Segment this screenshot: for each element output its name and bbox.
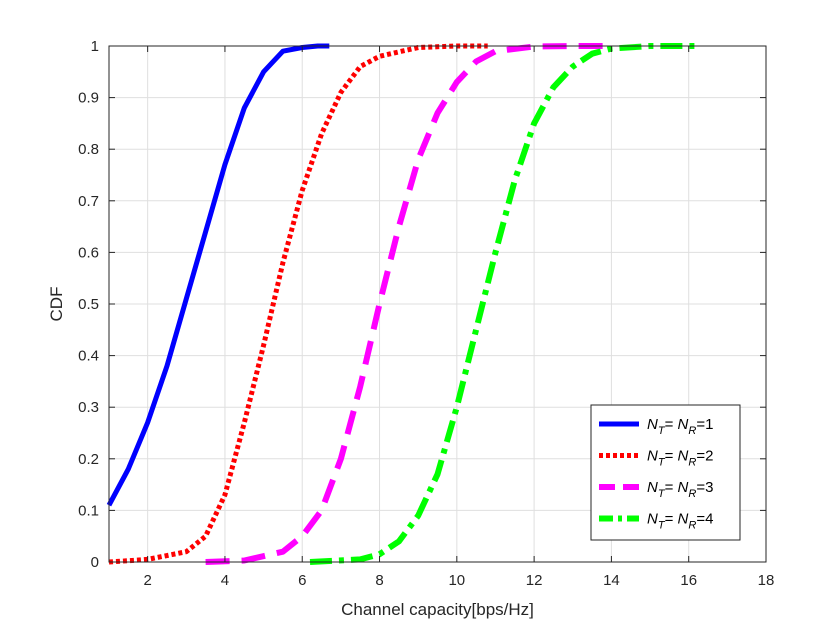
y-tick-label: 0.4 [78,348,99,365]
legend-text-part: N [678,448,689,465]
y-tick-label: 1 [91,38,99,55]
legend-label-4: NT= NR=4 [647,511,713,532]
y-tick-label: 0.9 [78,90,99,107]
legend-text-part: = [665,479,678,496]
legend-text-part: T [658,488,666,500]
legend-text-part: T [658,520,666,532]
legend: NT= NR=1NT= NR=2NT= NR=3NT= NR=4 [590,404,741,541]
y-axis-label: CDF [47,287,66,322]
x-tick-labels: 2 4 6 8 10 12 14 16 18 [143,572,774,589]
legend-text-part: N [647,511,658,528]
legend-text-part: N [678,511,689,528]
x-tick-label: 18 [758,572,775,589]
x-tick-label: 2 [143,572,151,589]
legend-text-part: N [647,416,658,433]
x-tick-label: 6 [298,572,306,589]
legend-text-part: N [678,479,689,496]
legend-text-part: =3 [696,479,713,496]
y-tick-label: 0.6 [78,244,99,261]
x-tick-label: 4 [221,572,229,589]
legend-text-part: R [688,520,696,532]
legend-text-part: = [665,511,678,528]
legend-text-part: = [665,416,678,433]
legend-text-part: T [658,457,666,469]
legend-text-part: N [678,416,689,433]
y-tick-label: 0.1 [78,502,99,519]
x-tick-label: 10 [448,572,465,589]
legend-text-part: R [688,488,696,500]
legend-text-part: =2 [696,448,713,465]
x-tick-label: 14 [603,572,620,589]
y-tick-labels: 0 0.1 0.2 0.3 0.4 0.5 0.6 0.7 0.8 0.9 1 [78,38,99,571]
legend-text-part: = [665,448,678,465]
y-tick-label: 0.8 [78,141,99,158]
legend-text-part: T [658,425,666,437]
legend-text-part: N [647,448,658,465]
legend-text-part: =1 [696,416,713,433]
y-tick-label: 0 [91,554,99,571]
legend-text-part: R [688,425,696,437]
x-tick-label: 12 [526,572,543,589]
y-tick-label: 0.7 [78,193,99,210]
x-axis-label: Channel capacity[bps/Hz] [341,600,534,619]
y-tick-label: 0.2 [78,451,99,468]
legend-text-part: N [647,479,658,496]
legend-label-1: NT= NR=1 [647,416,713,437]
legend-text-part: =4 [696,511,713,528]
tick-marks [109,45,767,563]
legend-label-2: NT= NR=2 [647,448,713,469]
y-tick-label: 0.3 [78,399,99,416]
x-tick-label: 8 [375,572,383,589]
series-line-3 [205,43,612,565]
y-tick-label: 0.5 [78,296,99,313]
legend-text-part: R [688,457,696,469]
legend-label-3: NT= NR=3 [647,479,713,500]
series-line-4 [309,43,697,565]
x-tick-label: 16 [680,572,697,589]
legend-box [590,404,741,541]
